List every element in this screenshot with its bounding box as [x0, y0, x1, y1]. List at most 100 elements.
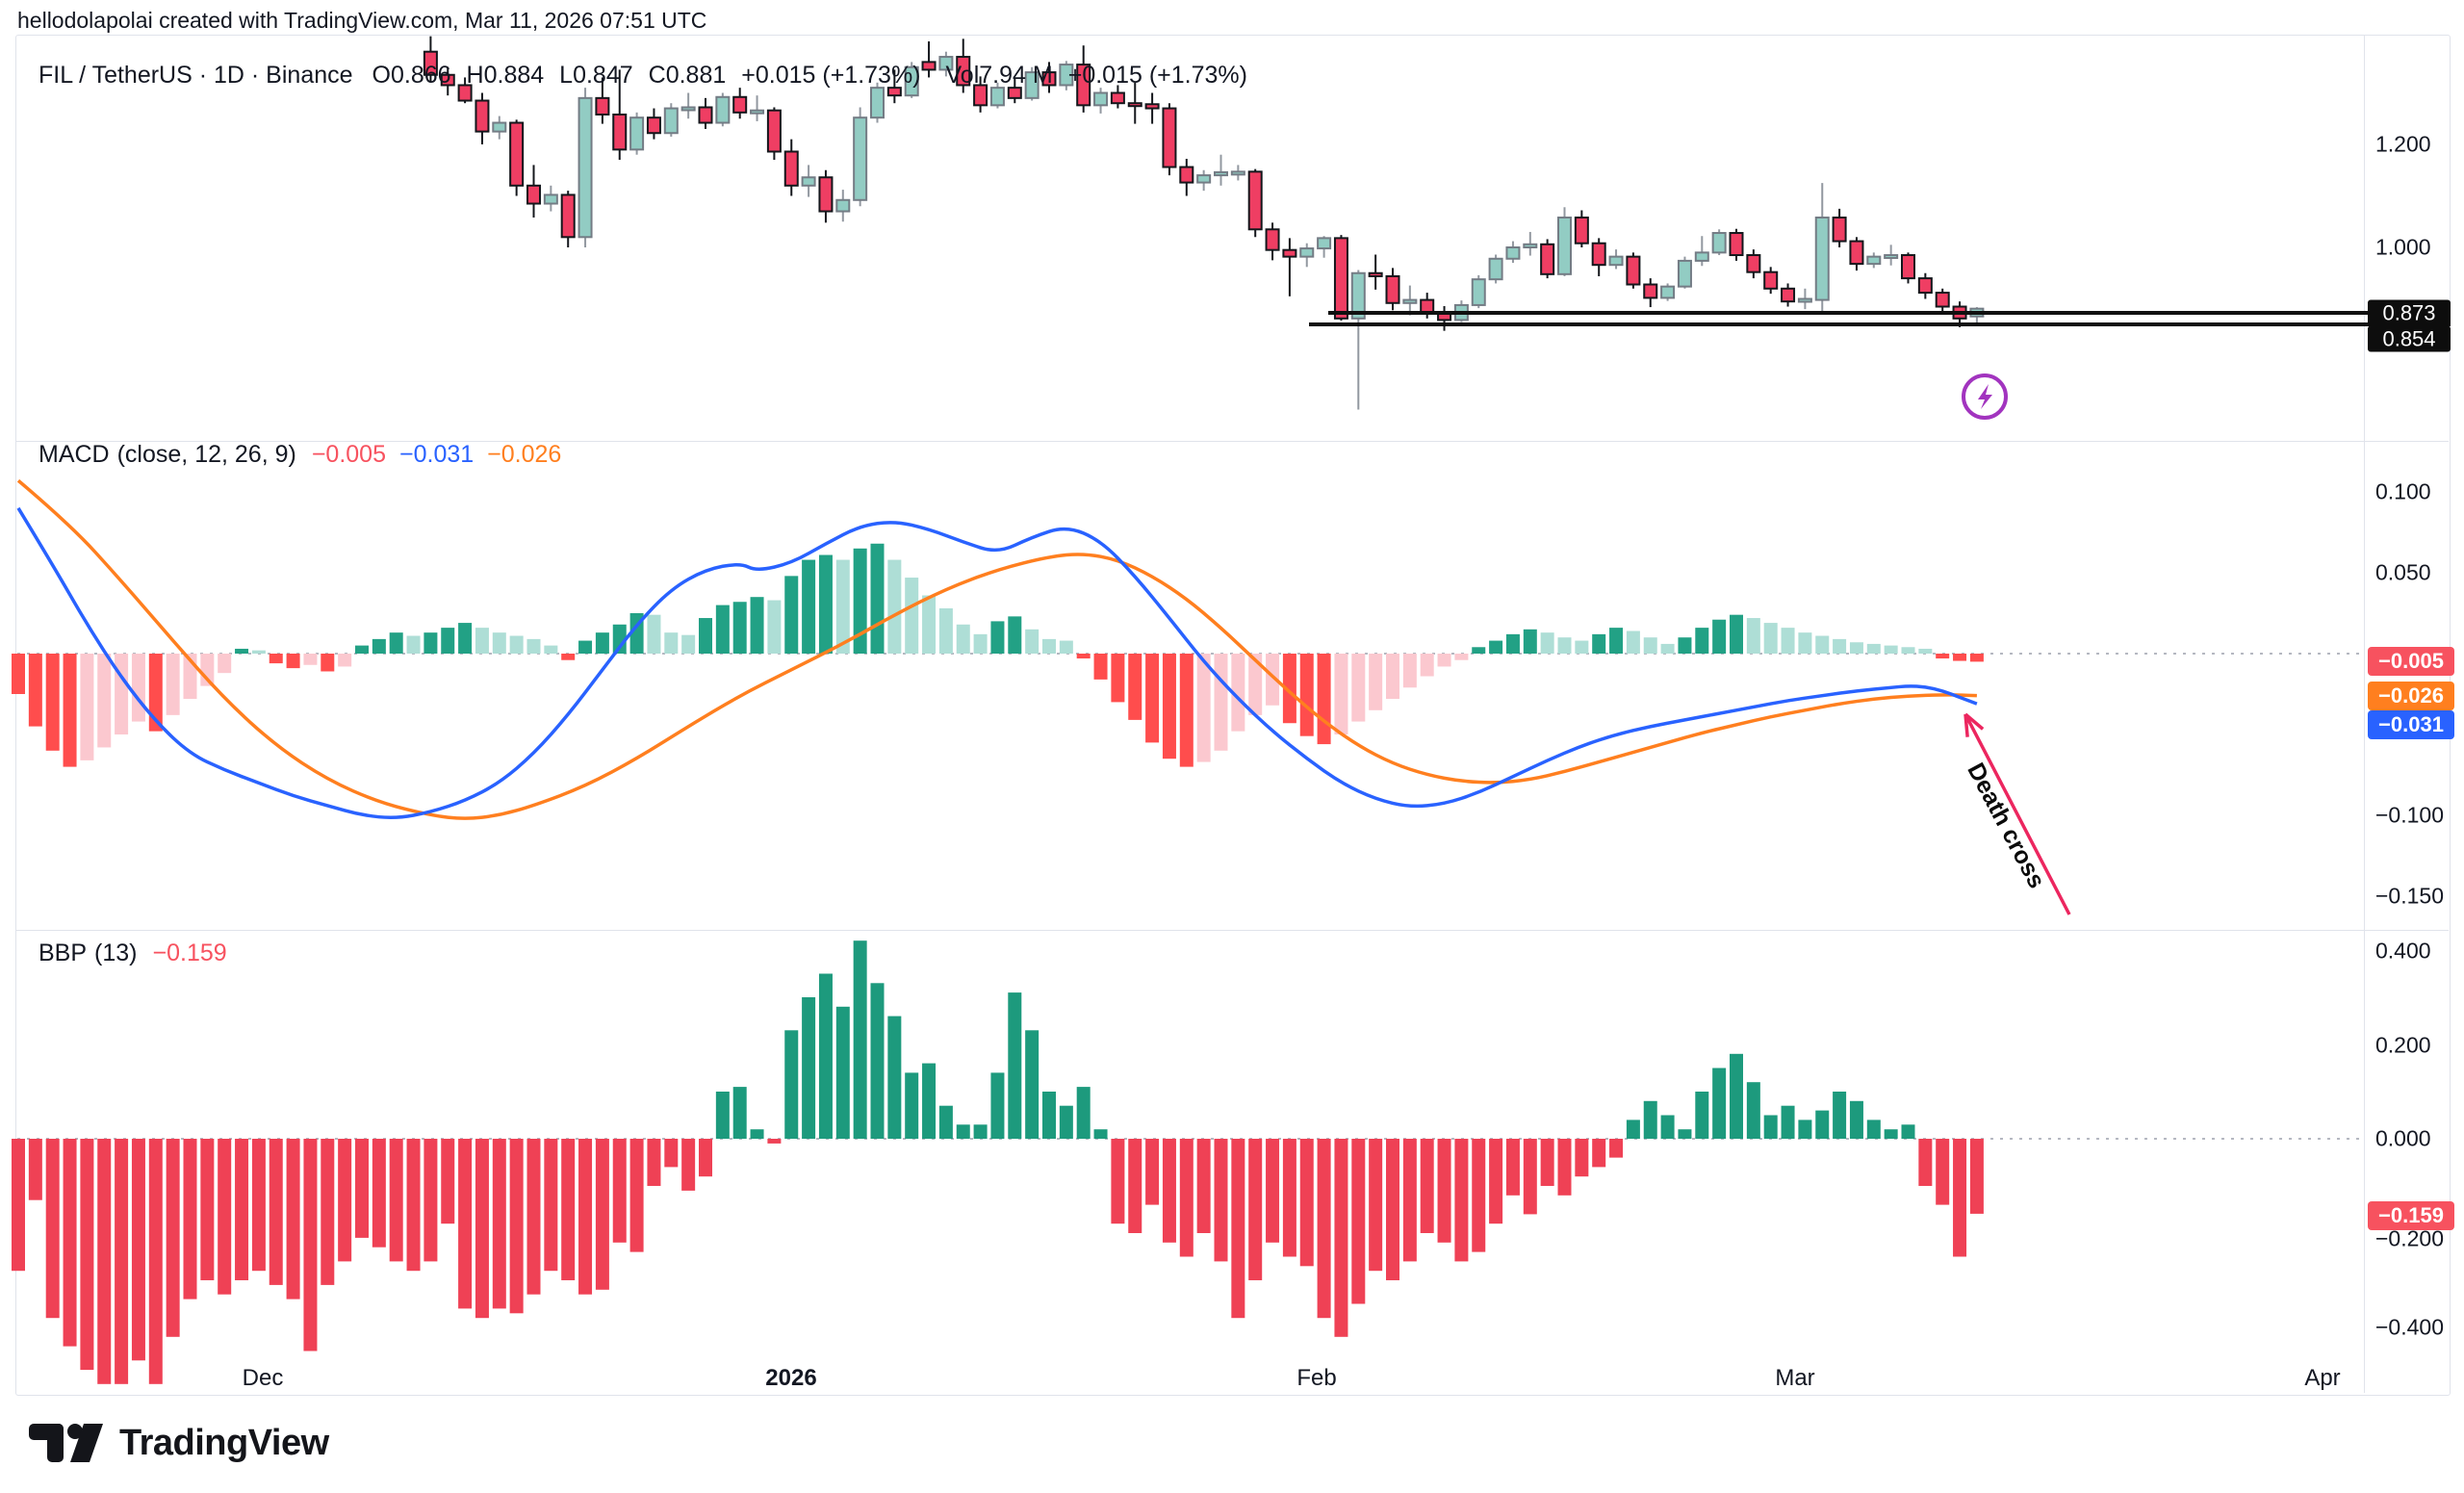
time-axis[interactable]: [16, 1359, 2364, 1393]
tradingview-logo[interactable]: TradingView: [27, 1421, 329, 1465]
macd-bar: [544, 645, 558, 654]
macd-bar: [338, 654, 352, 667]
candle: [492, 116, 507, 140]
bbp-histogram: [12, 940, 1984, 1384]
macd-bar: [1505, 633, 1520, 654]
ohlc-low: L0.847: [559, 62, 633, 89]
bbp-bar: [1179, 1139, 1194, 1257]
macd-bar: [1557, 637, 1572, 654]
time-axis-label[interactable]: Mar: [1775, 1365, 1815, 1391]
bbp-bar: [905, 1072, 919, 1139]
candle: [1110, 85, 1125, 109]
bbp-bar: [612, 1139, 627, 1243]
macd-bar: [1953, 654, 1967, 661]
bbp-title: BBP: [38, 940, 88, 966]
bbp-bar: [406, 1139, 421, 1272]
candle: [818, 169, 834, 223]
bbp-bar: [475, 1139, 489, 1319]
candle: [1917, 272, 1933, 299]
time-axis-label[interactable]: Feb: [1296, 1365, 1337, 1391]
candlestick-series: [423, 36, 1985, 410]
candle: [1059, 61, 1074, 90]
candle: [801, 165, 816, 197]
macd-bar: [218, 654, 232, 674]
bbp-bar: [1746, 1082, 1760, 1139]
bbp-bar: [664, 1139, 679, 1168]
bbp-bar: [526, 1139, 541, 1295]
macd-bar: [1145, 654, 1160, 743]
bbp-bar: [1351, 1139, 1366, 1304]
bbp-bar: [1695, 1092, 1709, 1139]
candle: [904, 62, 919, 98]
candle: [1214, 154, 1228, 186]
bbp-bar: [1833, 1092, 1847, 1139]
bbp-bar: [458, 1139, 473, 1309]
macd-line-value: −0.031: [399, 441, 475, 468]
macd-bar: [1969, 654, 1984, 662]
bbp-bar: [509, 1139, 524, 1314]
bbp-bar: [595, 1139, 609, 1290]
macd-bar: [887, 559, 902, 654]
macd-bar: [732, 602, 747, 654]
macd-bar: [235, 648, 249, 654]
bbp-bar: [784, 1030, 799, 1139]
time-axis-label[interactable]: Dec: [242, 1365, 284, 1391]
tradingview-logo-text: TradingView: [119, 1422, 329, 1463]
macd-bar: [1454, 654, 1469, 660]
candle: [1557, 207, 1572, 276]
candle: [1643, 278, 1658, 308]
macd-bar: [1643, 637, 1657, 654]
candle: [1626, 252, 1641, 289]
candle: [1368, 254, 1383, 290]
macd-axis-label: −0.150: [2375, 883, 2444, 909]
macd-bar: [406, 635, 421, 654]
bbp-bar: [1918, 1139, 1933, 1186]
bbp-bar: [1231, 1139, 1245, 1319]
bbp-bar: [870, 983, 885, 1139]
bbp-bar: [1248, 1139, 1263, 1280]
bbp-bar: [389, 1139, 403, 1262]
macd-bar: [1299, 654, 1314, 736]
macd-bar: [990, 621, 1005, 654]
macd-bar: [561, 654, 576, 660]
bbp-bar: [1523, 1139, 1537, 1215]
macd-bar: [1093, 654, 1108, 680]
bbp-bar: [492, 1139, 506, 1309]
macd-bar: [1059, 640, 1073, 654]
macd-bar: [492, 632, 506, 654]
candle: [595, 77, 610, 124]
lightning-icon: [1978, 384, 1992, 409]
bbp-bar: [1025, 1030, 1040, 1139]
bbp-bar: [1798, 1120, 1812, 1139]
macd-legend[interactable]: MACD (close, 12, 26, 9) −0.005 −0.031 −0…: [38, 441, 575, 469]
bbp-bar: [629, 1139, 644, 1252]
candle: [1574, 210, 1589, 247]
candle: [1007, 77, 1022, 104]
time-axis-label[interactable]: 2026: [765, 1365, 817, 1391]
macd-bar: [1849, 642, 1863, 654]
macd-bar: [1317, 654, 1331, 745]
lightning-marker[interactable]: [1962, 373, 2008, 420]
tradingview-logo-icon: [29, 1424, 103, 1462]
macd-bar: [97, 654, 112, 748]
candle: [1505, 241, 1521, 264]
candle: [1660, 283, 1676, 301]
bbp-bar: [1317, 1139, 1331, 1319]
bbp-bar: [303, 1139, 318, 1351]
macd-bar: [1815, 635, 1830, 654]
bbp-bar: [853, 940, 867, 1139]
bbp-bar: [183, 1139, 197, 1300]
bbp-bar: [1901, 1124, 1915, 1139]
candle: [646, 108, 661, 140]
bbp-legend[interactable]: BBP (13) −0.159: [38, 940, 241, 967]
candle: [1814, 183, 1830, 315]
macd-bar: [802, 559, 816, 654]
bbp-bar: [28, 1139, 42, 1200]
candle: [1729, 228, 1744, 261]
price-legend[interactable]: FIL / TetherUS · 1D · Binance O0.866 H0.…: [38, 62, 1263, 90]
bbp-bar: [1042, 1092, 1056, 1139]
time-axis-label[interactable]: Apr: [2304, 1365, 2341, 1391]
bbp-bar: [1196, 1139, 1211, 1233]
candle: [870, 82, 885, 123]
macd-signal-value: −0.026: [487, 441, 562, 468]
